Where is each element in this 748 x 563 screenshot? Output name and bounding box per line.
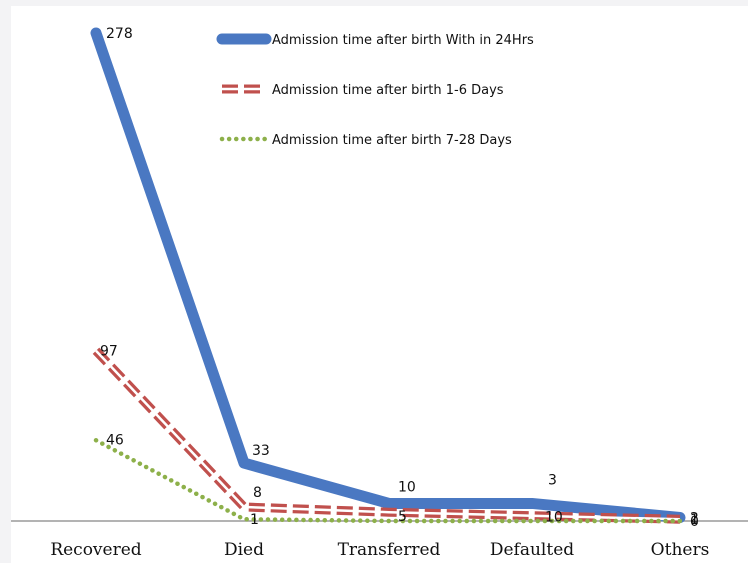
series-line-1 (90, 27, 686, 523)
legend-label-1: Admission time after birth With in 24Hrs (272, 33, 534, 48)
legend-item-3: Admission time after birth 7-28 Days (219, 133, 512, 148)
data-label-s3-died: 1 (250, 512, 259, 528)
series-line-3 (93, 438, 683, 524)
data-label-s1-defaulted: 3 (548, 472, 557, 488)
legend-item-2: Admission time after birth 1-6 Days (222, 83, 504, 98)
data-label-s3-recovered: 46 (106, 432, 124, 448)
x-tick-label-transferred: Transferred (338, 540, 441, 560)
x-tick-label-others: Others (651, 540, 710, 560)
data-label-s2-recovered: 97 (100, 344, 118, 360)
data-label-s1-died: 33 (252, 443, 270, 459)
data-label-s2-defaulted: 10 (545, 510, 563, 526)
x-tick-label-defaulted: Defaulted (490, 540, 574, 560)
series-line-2 (92, 347, 681, 524)
legend-label-2: Admission time after birth 1-6 Days (272, 83, 504, 98)
data-label-s1-others: 2 (690, 510, 699, 526)
data-label-s1-transferred: 10 (398, 479, 416, 495)
legend: Admission time after birth With in 24Hrs… (216, 33, 534, 148)
data-label-s2-died: 8 (253, 485, 262, 501)
x-tick-label-died: Died (224, 540, 264, 560)
x-axis-tick-labels: Recovered Died Transferred Defaulted Others (50, 540, 709, 560)
data-label-s3-others: 0 (690, 514, 699, 530)
x-tick-label-recovered: Recovered (50, 540, 141, 560)
data-label-s1-recovered: 278 (106, 26, 133, 42)
legend-item-1: Admission time after birth With in 24Hrs (216, 33, 534, 48)
data-label-s2-others: 1 (690, 512, 699, 528)
chart-area: 278 33 10 3 2 97 8 5 10 1 46 1 0 Recovered Died Transf… (11, 6, 748, 563)
series-lines (90, 27, 686, 524)
data-label-s2-transferred: 5 (398, 509, 407, 525)
legend-label-3: Admission time after birth 7-28 Days (272, 133, 512, 148)
